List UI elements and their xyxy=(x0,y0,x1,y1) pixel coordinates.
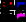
Text: -91.9dB: -91.9dB xyxy=(18,0,26,20)
Text: -94.1dB: -94.1dB xyxy=(4,6,26,22)
Text: -92.4dB: -92.4dB xyxy=(4,0,26,20)
Text: -92.3dB: -92.3dB xyxy=(17,6,26,22)
Title: (d) $r'_{\mathrm{VH}}$: (d) $r'_{\mathrm{VH}}$ xyxy=(0,0,26,7)
Title: (c) $r'_{\mathrm{HV}}$: (c) $r'_{\mathrm{HV}}$ xyxy=(0,0,26,7)
